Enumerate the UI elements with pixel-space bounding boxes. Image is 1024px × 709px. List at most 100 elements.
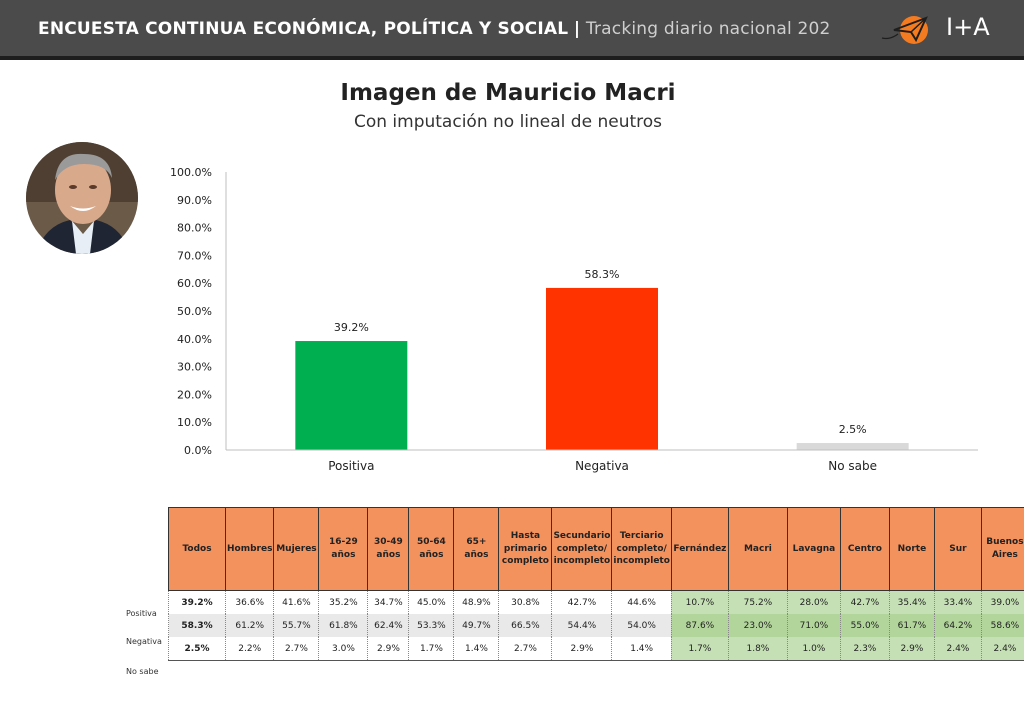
chart-subtitle: Con imputación no lineal de neutros [353, 112, 663, 132]
column-header: Mujeres [273, 507, 320, 591]
column-header-line: Lavagna [792, 543, 836, 554]
y-tick-label: 30.0% [177, 361, 212, 374]
table-cell: 64.2% [933, 614, 982, 637]
table-cell: 30.8% [498, 590, 553, 614]
column-header: 16-29 años [318, 507, 369, 591]
column-header-line: Fernández [673, 543, 727, 554]
table-cell: 55.0% [839, 614, 890, 637]
table-cell: 87.6% [670, 614, 729, 637]
table-cell: 2.9% [888, 637, 935, 661]
column-header: Secundario completo/incompleto [551, 507, 613, 591]
table-body: 39.2% 36.6% 41.6% 35.2% 34.7% 45.0% 48.9% 30.8%… [168, 590, 1024, 661]
column-header-line: años [419, 550, 444, 560]
column-header-line: Terciario [619, 531, 664, 542]
table-row: 2.5% 2.2% 2.7% 3.0% 2.9% 1.7% 1.4% 2.7% 2.9% 1.4%… [168, 637, 1024, 661]
column-header: Centro [839, 507, 890, 591]
table-cell: 39.0% [980, 590, 1024, 614]
y-tick-label: 40.0% [177, 333, 212, 346]
table-cell: 2.4% [933, 637, 982, 661]
column-header-line: años [376, 550, 401, 560]
survey-title: ENCUESTA CONTINUA ECONÓMICA, POLÍTICA Y … [38, 19, 569, 39]
table-cell: 54.4% [551, 614, 613, 637]
column-header: Sur [933, 507, 982, 591]
table-cell: 1.7% [408, 637, 455, 661]
table-cell: 66.5% [498, 614, 553, 637]
table-cell: 1.7% [670, 637, 729, 661]
column-header-line: Norte [897, 543, 927, 554]
table-row: 39.2% 36.6% 41.6% 35.2% 34.7% 45.0% 48.9% 30.8%… [168, 590, 1024, 614]
table-cell: 71.0% [786, 614, 841, 637]
table-header-row: Todos Hombres Mujeres 16-29 años 30-49 años 50-… [168, 507, 1024, 591]
chart-heading: Imagen de Mauricio Macri Con imputación … [0, 80, 1016, 132]
table-cell: 55.7% [273, 614, 320, 637]
y-tick-label: 0.0% [184, 444, 212, 457]
column-header: Lavagna [786, 507, 841, 591]
x-axis: Positiva Negativa No sabe [226, 449, 978, 473]
table-cell: 53.3% [408, 614, 455, 637]
table-cell: 49.7% [453, 614, 500, 637]
table-cell: 36.6% [224, 590, 275, 614]
column-header: Fernández [670, 507, 729, 591]
column-header-line: Secundario [553, 531, 611, 542]
table-cell: 44.6% [611, 590, 672, 614]
column-header-line: años [331, 550, 356, 560]
chart-title: Imagen de Mauricio Macri [340, 80, 676, 106]
top-bar: ENCUESTA CONTINUA ECONÓMICA, POLÍTICA Y … [0, 0, 1024, 60]
portrait-illustration [26, 142, 138, 254]
column-header: 65+ años [453, 507, 500, 591]
column-header: Macri [727, 507, 788, 591]
column-header-line: 30-49 [374, 537, 403, 548]
y-axis: 0.0% 10.0% 20.0% 30.0% 40.0% 50.0% 60.0% 70.0% 8… [170, 166, 227, 457]
table-cell: 1.8% [727, 637, 788, 661]
header-title: ENCUESTA CONTINUA ECONÓMICA, POLÍTICA Y … [38, 19, 831, 39]
column-header-line: Macri [743, 543, 772, 554]
survey-subtitle: Tracking diario nacional 202 [585, 19, 831, 39]
row-label: Negativa [126, 637, 162, 646]
table-cell: 39.2% [168, 590, 226, 614]
table-cell: 54.0% [611, 614, 672, 637]
column-header: Buenos Aires [980, 507, 1024, 591]
table-cell: 2.7% [273, 637, 320, 661]
column-header-line: primario [503, 543, 547, 554]
column-header: Terciario completo/incompleto [611, 507, 672, 591]
column-header-line: incompleto [613, 556, 670, 567]
bar-value-label: 2.5% [839, 423, 867, 436]
table-cell: 10.7% [670, 590, 729, 614]
y-tick-label: 20.0% [177, 388, 212, 401]
table-cell: 1.0% [786, 637, 841, 661]
table-cell: 1.4% [611, 637, 672, 661]
column-header-line: completo [501, 556, 549, 567]
bar-chart: 0.0% 10.0% 20.0% 30.0% 40.0% 50.0% 60.0% 70.0% 8… [170, 166, 978, 473]
column-header-line: Hombres [227, 543, 273, 554]
column-header-line: incompleto [553, 556, 611, 567]
table-cell: 62.4% [367, 614, 410, 637]
table-cell: 61.2% [224, 614, 275, 637]
y-tick-label: 50.0% [177, 305, 212, 318]
column-header: 30-49 años [367, 507, 410, 591]
table-cell: 28.0% [786, 590, 841, 614]
column-header-line: 65+ años [464, 537, 489, 560]
table-cell: 75.2% [727, 590, 788, 614]
table-cell: 1.4% [453, 637, 500, 661]
title-separator: | [573, 19, 581, 39]
table-cell: 3.0% [318, 637, 369, 661]
y-tick-label: 80.0% [177, 222, 212, 235]
column-header-line: 50-64 [417, 537, 446, 548]
table-cell: 2.4% [980, 637, 1024, 661]
table-cell: 35.2% [318, 590, 369, 614]
table-row: 58.3% 61.2% 55.7% 61.8% 62.4% 53.3% 49.7% 66.5%… [168, 614, 1024, 637]
table-cell: 61.7% [888, 614, 935, 637]
table-cell: 2.2% [224, 637, 275, 661]
table-cell: 42.7% [839, 590, 890, 614]
table-cell: 2.7% [498, 637, 553, 661]
column-header-line: Sur [949, 543, 967, 554]
column-header: 50-64 años [408, 507, 455, 591]
table-cell: 2.3% [839, 637, 890, 661]
table-cell: 58.3% [168, 614, 226, 637]
bar-no-sabe [796, 443, 909, 450]
column-header-line: Aires [991, 550, 1018, 560]
y-tick-label: 90.0% [177, 194, 212, 207]
y-tick-label: 10.0% [177, 416, 212, 429]
table-cell: 33.4% [933, 590, 982, 614]
bar-positiva [295, 341, 408, 450]
